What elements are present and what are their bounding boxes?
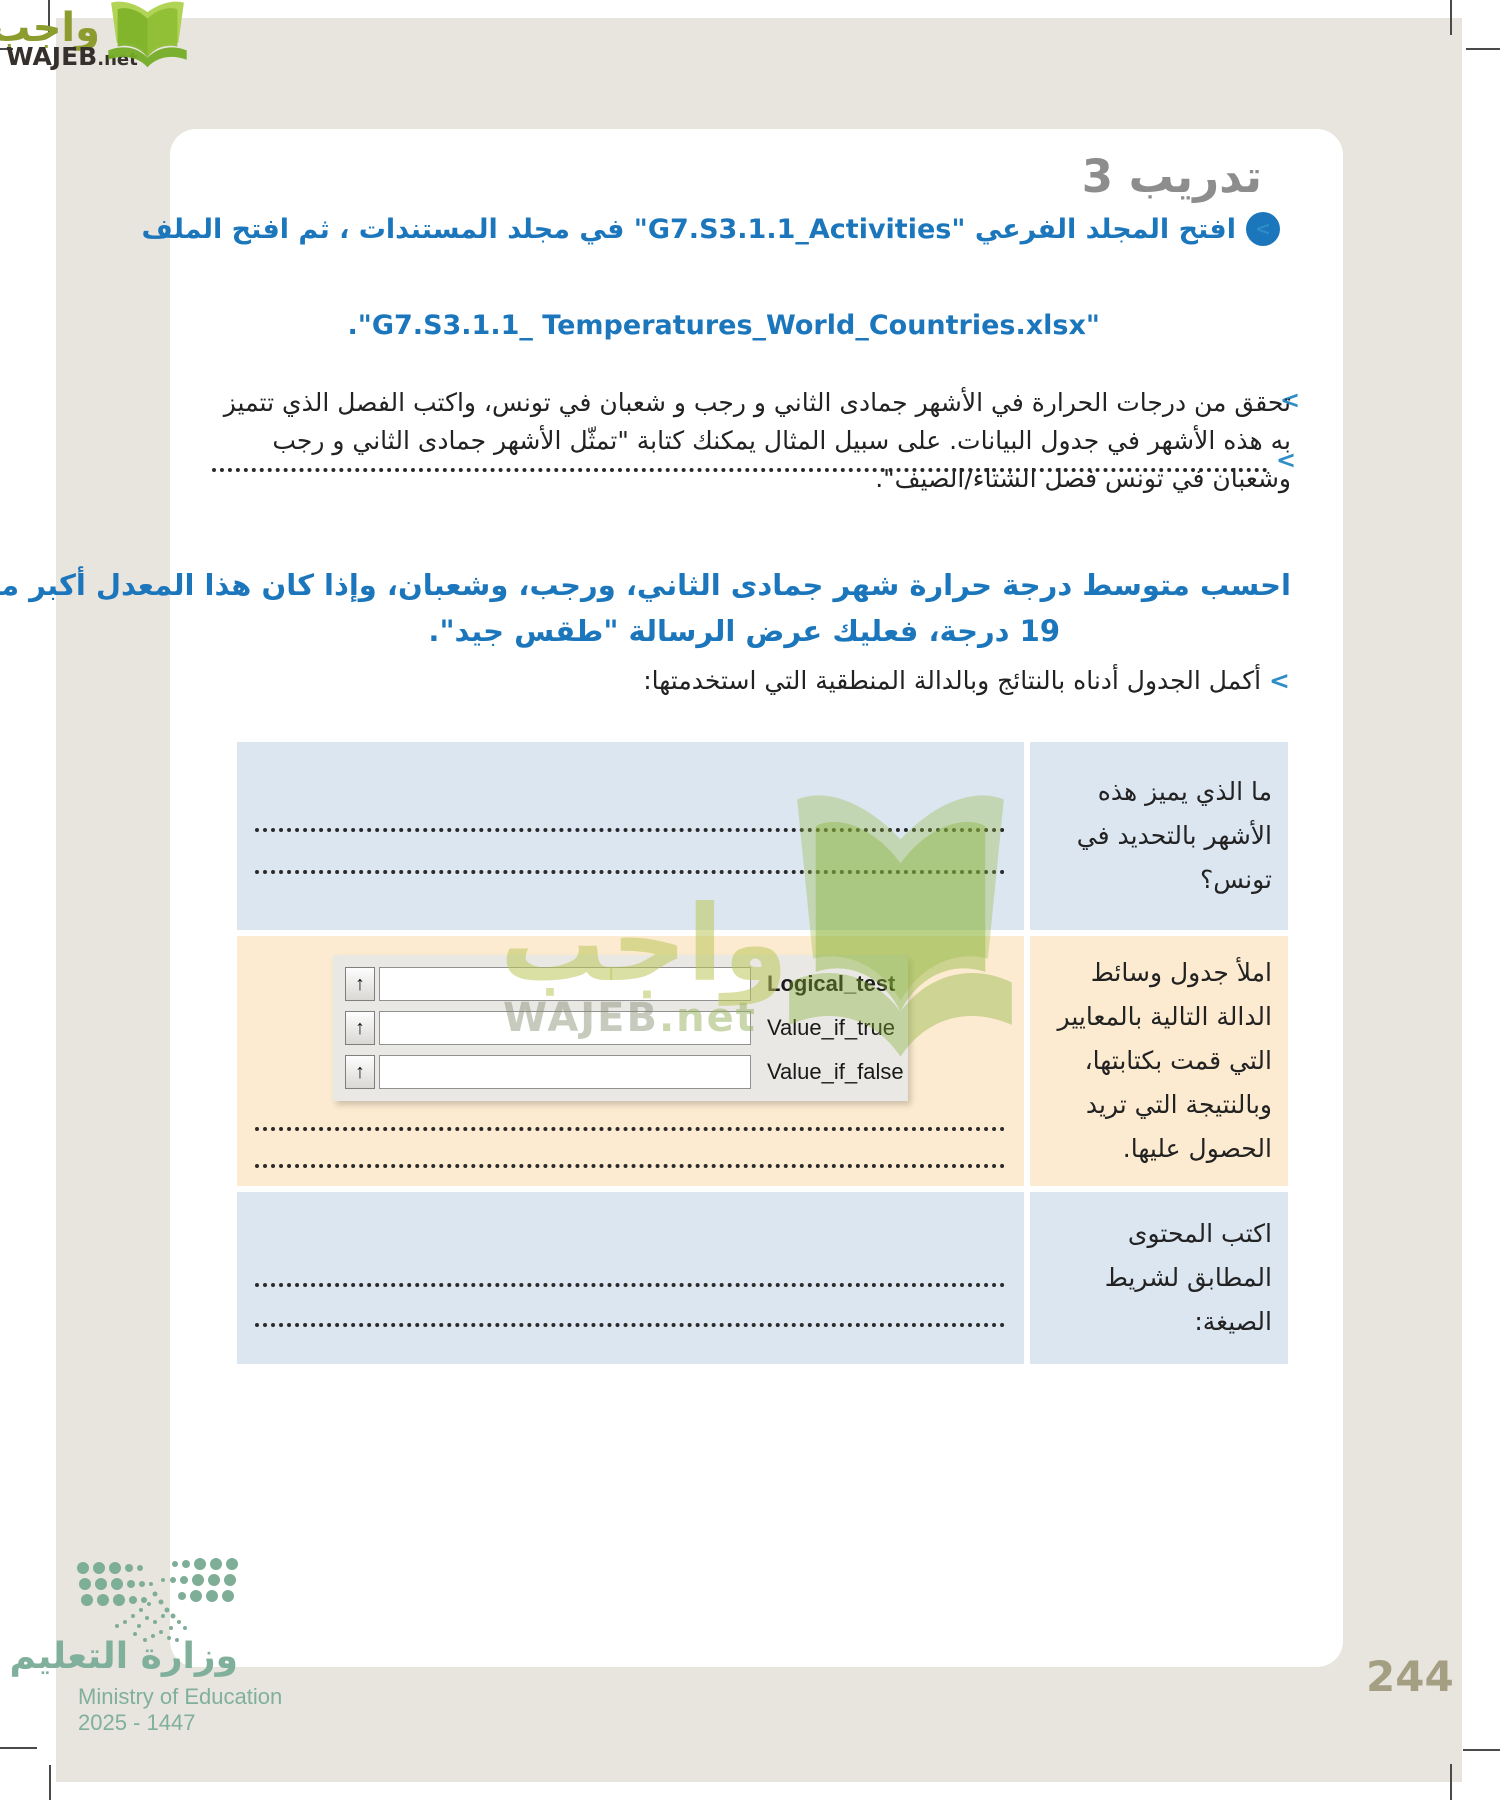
step-open-folder: < افتح المجلد الفرعي "G7.S3.1.1_Activiti…: [142, 212, 1280, 246]
value-if-false-label: Value_if_false: [767, 1059, 904, 1084]
answer-line: [255, 870, 1005, 874]
function-arguments-dialog: ↑ Logical_test ↑ Value_if_true ↑ Value_i…: [333, 955, 908, 1101]
crop-mark-bottom-right-v: [1450, 1764, 1452, 1800]
table-row-formula-bar: اكتب المحتوى المطابق لشريط الصيغة:: [237, 1192, 1288, 1364]
table-intro-text: أكمل الجدول أدناه بالنتائج وبالدالة المن…: [643, 666, 1262, 695]
answer-line: [255, 1164, 1005, 1168]
crop-mark-bottom-left-v: [49, 1765, 51, 1800]
crop-mark-top-left-h: [0, 48, 13, 50]
crop-mark-bottom-left-h: [0, 1747, 37, 1749]
value-if-true-row: ↑ Value_if_true: [345, 1011, 895, 1045]
row-label: املأ جدول وسائط الدالة التالية بالمعايير…: [1030, 936, 1288, 1186]
step-bullet-icon: <: [1246, 212, 1280, 246]
crop-mark-top-right-h: [1466, 48, 1500, 50]
wajeb-logo-latin: WAJEB.net: [6, 42, 138, 71]
row-answer-area: ↑ Logical_test ↑ Value_if_true ↑ Value_i…: [237, 936, 1024, 1186]
table-row-months-question: ما الذي يميز هذه الأشهر بالتحديد في تونس…: [237, 742, 1288, 930]
row-label: ما الذي يميز هذه الأشهر بالتحديد في تونس…: [1030, 742, 1288, 930]
wajeb-logo-latin-text: WAJEB: [6, 42, 98, 71]
bullet-chevron-icon: <: [1276, 446, 1297, 474]
collapse-arrow-icon: ↑: [355, 973, 365, 995]
collapse-dialog-button[interactable]: ↑: [345, 967, 375, 1001]
step-file-name: "G7.S3.1.1_ Temperatures_World_Countries…: [347, 310, 1100, 341]
crop-mark-bottom-right-h: [1463, 1749, 1500, 1751]
table-intro: < أكمل الجدول أدناه بالنتائج وبالدالة ال…: [643, 666, 1290, 695]
chevron-left-icon: <: [1255, 218, 1271, 240]
ministry-name-arabic: وزارة التعليم: [9, 1636, 238, 1677]
ministry-logo-icon: [75, 1556, 240, 1652]
row-answer-area: [237, 1192, 1024, 1364]
crop-mark-top-right-v: [1450, 0, 1452, 35]
step-open-folder-text: افتح المجلد الفرعي "G7.S3.1.1_Activities…: [141, 213, 1236, 245]
page-number: 244: [1366, 1652, 1454, 1701]
exercise-title: تدريب 3: [1081, 150, 1262, 203]
logical-test-row: ↑ Logical_test: [345, 967, 895, 1001]
value-if-true-input[interactable]: [379, 1011, 751, 1045]
open-book-icon: [100, 0, 195, 74]
answer-line: [255, 1283, 1005, 1287]
crop-mark-top-left-v: [48, 0, 50, 37]
collapse-dialog-button[interactable]: ↑: [345, 1055, 375, 1089]
table-row-function-arguments: املأ جدول وسائط الدالة التالية بالمعايير…: [237, 936, 1288, 1186]
bullet-chevron-icon: <: [1269, 666, 1290, 695]
answer-line: [255, 1323, 1005, 1327]
calc-instruction-line2: 19 درجة، فعليك عرض الرسالة "طقس جيد".: [428, 614, 1060, 648]
row-answer-area: [237, 742, 1024, 930]
row-label: اكتب المحتوى المطابق لشريط الصيغة:: [1030, 1192, 1288, 1364]
value-if-false-row: ↑ Value_if_false: [345, 1055, 904, 1089]
logical-test-input[interactable]: [379, 967, 751, 1001]
bullet-chevron-icon: <: [1280, 386, 1301, 414]
ministry-name-english: Ministry of Education: [78, 1684, 283, 1709]
answer-line: [255, 828, 1005, 832]
answer-line: [255, 1127, 1005, 1131]
answer-line: [212, 446, 1268, 472]
logical-test-label: Logical_test: [767, 971, 896, 996]
collapse-dialog-button[interactable]: ↑: [345, 1011, 375, 1045]
calc-instruction-line1: احسب متوسط درجة حرارة شهر جمادى الثاني، …: [0, 568, 1291, 602]
wajeb-logo-arabic: واجب: [0, 5, 100, 51]
value-if-true-label: Value_if_true: [767, 1015, 896, 1040]
question-table: ما الذي يميز هذه الأشهر بالتحديد في تونس…: [237, 742, 1288, 1370]
value-if-false-input[interactable]: [379, 1055, 751, 1089]
collapse-arrow-icon: ↑: [355, 1017, 365, 1039]
check-temperatures-paragraph: تحقق من درجات الحرارة في الأشهر جمادى ال…: [223, 388, 1291, 493]
ministry-years: 2025 - 1447: [78, 1710, 196, 1735]
collapse-arrow-icon: ↑: [355, 1061, 365, 1083]
